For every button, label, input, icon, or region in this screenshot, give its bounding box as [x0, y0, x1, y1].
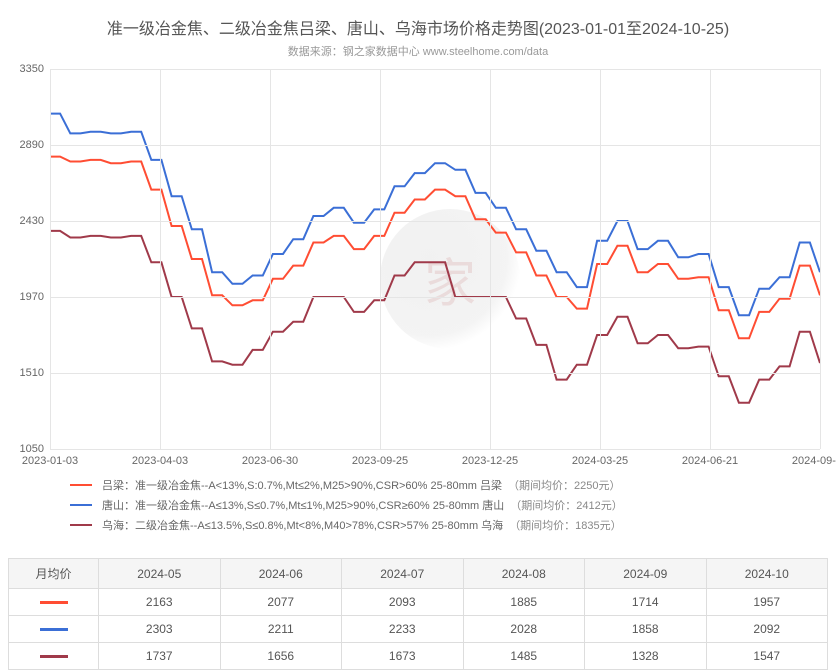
- y-axis-label: 2890: [20, 139, 44, 151]
- legend-row: 唐山：准一级冶金焦--A≤13%,S≤0.7%,Mt≤1%,M25>90%,CS…: [70, 497, 816, 513]
- table-row: 173716561673148513281547: [9, 643, 828, 670]
- grid-line-h: [50, 69, 820, 70]
- table-header-col: 2024-06: [220, 559, 342, 589]
- table-cell: 2077: [220, 589, 342, 616]
- grid-line-v: [710, 69, 711, 449]
- chart-title: 准一级冶金焦、二级冶金焦吕梁、唐山、乌海市场价格走势图(2023-01-01至2…: [20, 15, 816, 39]
- grid-line-v: [380, 69, 381, 449]
- legend-swatch: [70, 504, 92, 507]
- grid-line-h: [50, 297, 820, 298]
- table-cell-swatch: [9, 589, 99, 616]
- table-cell: 2233: [342, 616, 464, 643]
- legend: 吕梁：准一级冶金焦--A<13%,S:0.7%,Mt≤2%,M25>90%,CS…: [70, 477, 816, 533]
- grid-line-h: [50, 449, 820, 450]
- table-cell: 1656: [220, 643, 342, 670]
- table-cell: 2211: [220, 616, 342, 643]
- legend-avg: （期间均价：2412元）: [510, 497, 622, 513]
- y-axis-label: 1510: [20, 367, 44, 379]
- table-cell: 1858: [585, 616, 707, 643]
- x-axis-label: 2023-04-03: [132, 455, 188, 467]
- table-cell: 2093: [342, 589, 464, 616]
- grid-line-v: [50, 69, 51, 449]
- legend-row: 吕梁：准一级冶金焦--A<13%,S:0.7%,Mt≤2%,M25>90%,CS…: [70, 477, 816, 493]
- y-axis-label: 1970: [20, 291, 44, 303]
- table-cell: 1737: [99, 643, 221, 670]
- legend-swatch: [70, 484, 92, 487]
- x-axis-label: 2023-12-25: [462, 455, 518, 467]
- chart-subtitle: 数据来源：钢之家数据中心 www.steelhome.com/data: [20, 43, 816, 59]
- grid-line-v: [270, 69, 271, 449]
- x-axis-label: 2024-03-25: [572, 455, 628, 467]
- x-axis-label: 2023-01-03: [22, 455, 78, 467]
- series-line: [50, 157, 820, 339]
- avg-price-table: 月均价2024-052024-062024-072024-082024-0920…: [8, 558, 828, 670]
- grid-line-h: [50, 373, 820, 374]
- table-cell: 2163: [99, 589, 221, 616]
- table-row-swatch: [40, 628, 68, 631]
- grid-line-v: [820, 69, 821, 449]
- table-cell: 1673: [342, 643, 464, 670]
- table-cell: 2303: [99, 616, 221, 643]
- chart-lines: [50, 69, 820, 449]
- table-cell: 2028: [463, 616, 585, 643]
- legend-label: 唐山：准一级冶金焦--A≤13%,S≤0.7%,Mt≤1%,M25>90%,CS…: [102, 497, 504, 513]
- chart-container: 准一级冶金焦、二级冶金焦吕梁、唐山、乌海市场价格走势图(2023-01-01至2…: [0, 0, 836, 550]
- series-line: [50, 114, 820, 316]
- grid-line-h: [50, 221, 820, 222]
- grid-line-v: [490, 69, 491, 449]
- table-header-col: 2024-07: [342, 559, 464, 589]
- table-header-col: 2024-05: [99, 559, 221, 589]
- legend-swatch: [70, 524, 92, 527]
- y-axis-label: 1050: [20, 443, 44, 455]
- table-cell: 1328: [585, 643, 707, 670]
- legend-row: 乌海：二级冶金焦--A≤13.5%,S≤0.8%,Mt<8%,M40>78%,C…: [70, 517, 816, 533]
- grid-line-v: [600, 69, 601, 449]
- series-line: [50, 231, 820, 403]
- table-cell: 1885: [463, 589, 585, 616]
- table-row-swatch: [40, 655, 68, 658]
- y-axis-label: 2430: [20, 215, 44, 227]
- table-cell-swatch: [9, 643, 99, 670]
- table-cell: 1485: [463, 643, 585, 670]
- grid-line-h: [50, 145, 820, 146]
- legend-avg: （期间均价：1835元）: [509, 517, 621, 533]
- grid-line-v: [160, 69, 161, 449]
- table-row: 216320772093188517141957: [9, 589, 828, 616]
- table-header-col: 2024-09: [585, 559, 707, 589]
- table-cell-swatch: [9, 616, 99, 643]
- table-cell: 1547: [706, 643, 828, 670]
- table-cell: 1714: [585, 589, 707, 616]
- x-axis-label: 2024-06-21: [682, 455, 738, 467]
- table-row: 230322112233202818582092: [9, 616, 828, 643]
- legend-label: 吕梁：准一级冶金焦--A<13%,S:0.7%,Mt≤2%,M25>90%,CS…: [102, 477, 502, 493]
- y-axis-label: 3350: [20, 63, 44, 75]
- legend-label: 乌海：二级冶金焦--A≤13.5%,S≤0.8%,Mt<8%,M40>78%,C…: [102, 517, 503, 533]
- plot-area: 1050151019702430289033502023-01-032023-0…: [50, 69, 820, 449]
- table-cell: 1957: [706, 589, 828, 616]
- x-axis-label: 2023-09-25: [352, 455, 408, 467]
- table-header-col: 2024-10: [706, 559, 828, 589]
- legend-avg: （期间均价：2250元）: [508, 477, 620, 493]
- table-cell: 2092: [706, 616, 828, 643]
- x-axis-label: 2024-09-14: [792, 455, 836, 467]
- table-row-swatch: [40, 601, 68, 604]
- table-header-col: 2024-08: [463, 559, 585, 589]
- x-axis-label: 2023-06-30: [242, 455, 298, 467]
- table-header-label: 月均价: [9, 559, 99, 589]
